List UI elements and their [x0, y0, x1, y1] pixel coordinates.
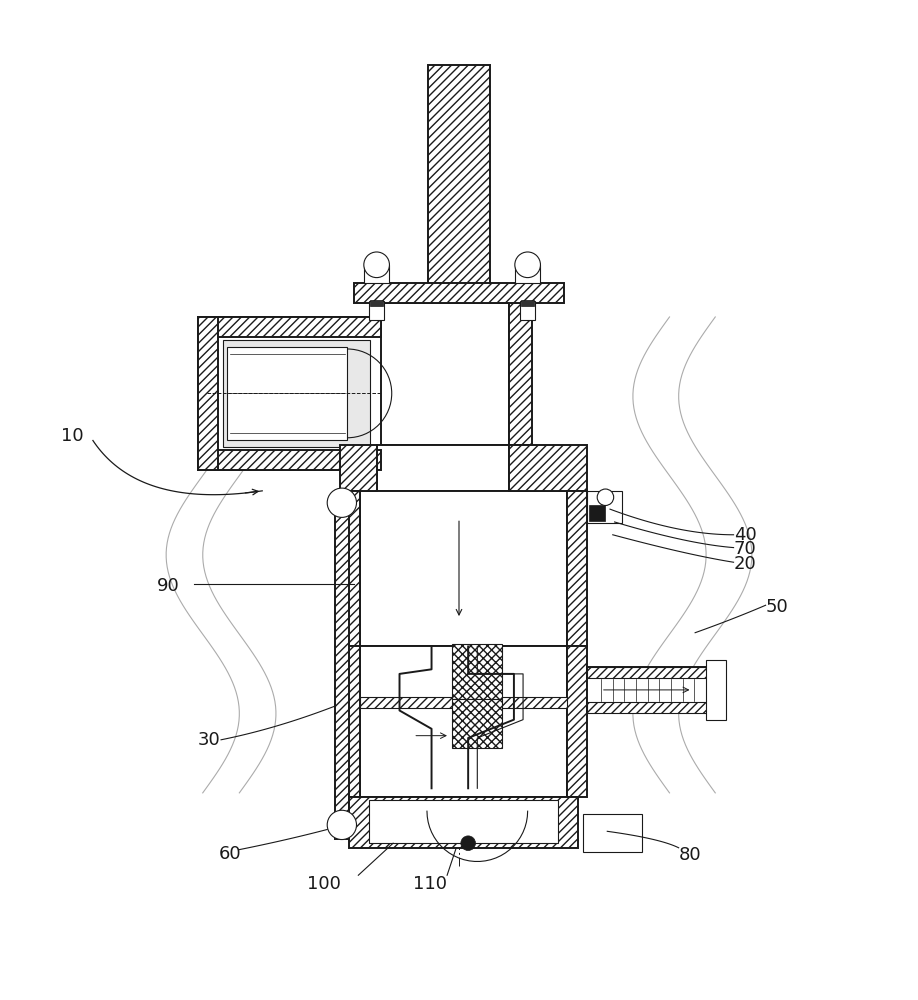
Bar: [369, 301, 384, 320]
Circle shape: [461, 836, 476, 851]
Bar: [567, 491, 588, 646]
Polygon shape: [453, 644, 502, 699]
Bar: [588, 667, 711, 713]
Bar: [353, 283, 565, 303]
Bar: [360, 697, 567, 708]
Bar: [376, 303, 509, 445]
Bar: [583, 814, 642, 852]
Text: 70: 70: [733, 540, 756, 558]
Bar: [588, 491, 621, 523]
Bar: [340, 491, 360, 646]
Bar: [521, 301, 535, 320]
Bar: [340, 646, 360, 797]
Bar: [509, 445, 588, 491]
Bar: [198, 317, 381, 470]
Bar: [515, 265, 541, 283]
Text: 50: 50: [766, 598, 789, 616]
Bar: [360, 646, 567, 797]
Circle shape: [598, 489, 613, 505]
Text: 90: 90: [157, 577, 180, 595]
Bar: [370, 300, 383, 306]
Bar: [198, 450, 381, 470]
Text: 40: 40: [733, 526, 756, 544]
Bar: [198, 317, 218, 470]
Bar: [364, 265, 389, 283]
Bar: [521, 300, 534, 306]
Text: 30: 30: [198, 731, 221, 749]
Circle shape: [515, 252, 541, 278]
Text: 60: 60: [219, 845, 241, 863]
Bar: [349, 797, 578, 848]
Bar: [376, 445, 509, 491]
Bar: [588, 667, 711, 678]
Bar: [360, 491, 567, 646]
Bar: [567, 646, 588, 797]
Bar: [588, 702, 711, 713]
Bar: [509, 303, 532, 445]
Bar: [223, 340, 370, 447]
Bar: [334, 491, 349, 839]
Bar: [428, 65, 490, 299]
Bar: [340, 445, 376, 491]
Text: 80: 80: [678, 846, 701, 864]
Bar: [706, 660, 726, 720]
Text: 110: 110: [413, 875, 447, 893]
Bar: [369, 800, 558, 843]
Bar: [589, 505, 606, 521]
Bar: [228, 347, 347, 440]
Text: 10: 10: [61, 427, 84, 445]
Circle shape: [327, 488, 356, 517]
Circle shape: [364, 252, 389, 278]
Polygon shape: [453, 699, 502, 748]
Bar: [198, 317, 381, 337]
Text: 100: 100: [307, 875, 341, 893]
Circle shape: [327, 810, 356, 840]
Text: 20: 20: [733, 555, 756, 573]
